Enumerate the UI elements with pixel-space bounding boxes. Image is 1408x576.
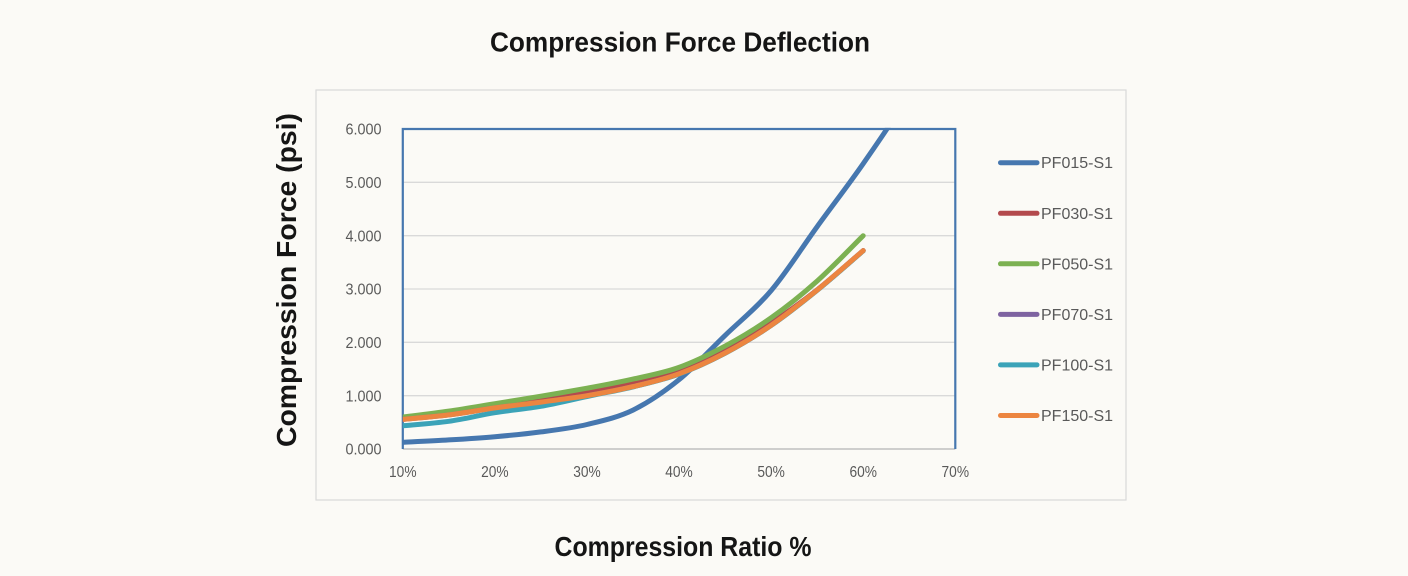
svg-text:Compression Ratio %: Compression Ratio %: [555, 531, 812, 562]
svg-text:PF150-S1: PF150-S1: [1041, 408, 1113, 425]
svg-text:10%: 10%: [389, 464, 417, 481]
svg-text:40%: 40%: [665, 464, 693, 481]
svg-text:5.000: 5.000: [346, 175, 382, 192]
svg-text:PF070-S1: PF070-S1: [1041, 307, 1113, 324]
svg-text:Compression Force (psi): Compression Force (psi): [271, 113, 302, 447]
svg-text:4.000: 4.000: [346, 228, 382, 245]
svg-text:20%: 20%: [481, 464, 509, 481]
svg-text:30%: 30%: [573, 464, 601, 481]
svg-text:PF015-S1: PF015-S1: [1041, 155, 1113, 172]
svg-text:PF030-S1: PF030-S1: [1041, 206, 1113, 223]
svg-text:Compression Force Deflection: Compression Force Deflection: [490, 26, 870, 57]
svg-text:PF100-S1: PF100-S1: [1041, 357, 1113, 374]
svg-text:2.000: 2.000: [346, 335, 382, 352]
svg-text:60%: 60%: [849, 464, 877, 481]
svg-text:PF050-S1: PF050-S1: [1041, 256, 1113, 273]
svg-text:6.000: 6.000: [346, 122, 382, 139]
svg-text:3.000: 3.000: [346, 282, 382, 299]
svg-text:50%: 50%: [757, 464, 785, 481]
svg-text:0.000: 0.000: [346, 442, 382, 459]
svg-text:70%: 70%: [942, 464, 970, 481]
svg-text:1.000: 1.000: [346, 388, 382, 405]
